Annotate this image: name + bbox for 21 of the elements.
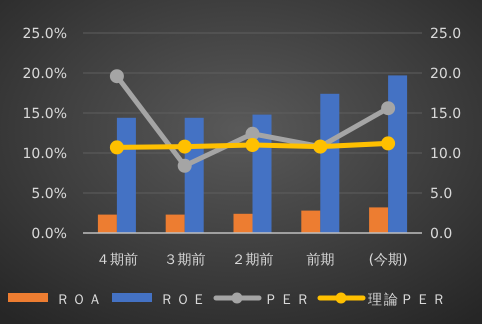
y-tick-label: 5.0%: [31, 186, 67, 202]
x-tick-label: (今期): [368, 252, 408, 268]
legend-label: 理論ＰＥＲ: [368, 292, 448, 308]
y2-tick-label: 25.0: [430, 26, 462, 42]
x-tick-label: 前期: [306, 252, 334, 268]
legend-label: ＰＥＲ: [264, 292, 312, 308]
y2-tick-label: 15.0: [430, 106, 462, 122]
y-tick-label: 15.0%: [22, 106, 67, 122]
y-tick-label: 10.0%: [22, 146, 67, 162]
y2-tick-label: 0.0: [430, 226, 452, 242]
x-tick-label: ４期前: [96, 252, 138, 268]
legend-label: ＲＯＡ: [56, 292, 104, 308]
y2-tick-label: 10.0: [430, 146, 462, 162]
y-tick-label: 20.0%: [22, 66, 67, 82]
x-tick-label: ３期前: [164, 252, 206, 268]
y2-tick-label: 20.0: [430, 66, 462, 82]
y2-tick-label: 5.0: [430, 186, 452, 202]
x-tick-label: ２期前: [232, 252, 274, 268]
legend-label: ＲＯＥ: [160, 292, 208, 308]
y-tick-label: 25.0%: [22, 26, 67, 42]
y-tick-label: 0.0%: [31, 226, 67, 242]
